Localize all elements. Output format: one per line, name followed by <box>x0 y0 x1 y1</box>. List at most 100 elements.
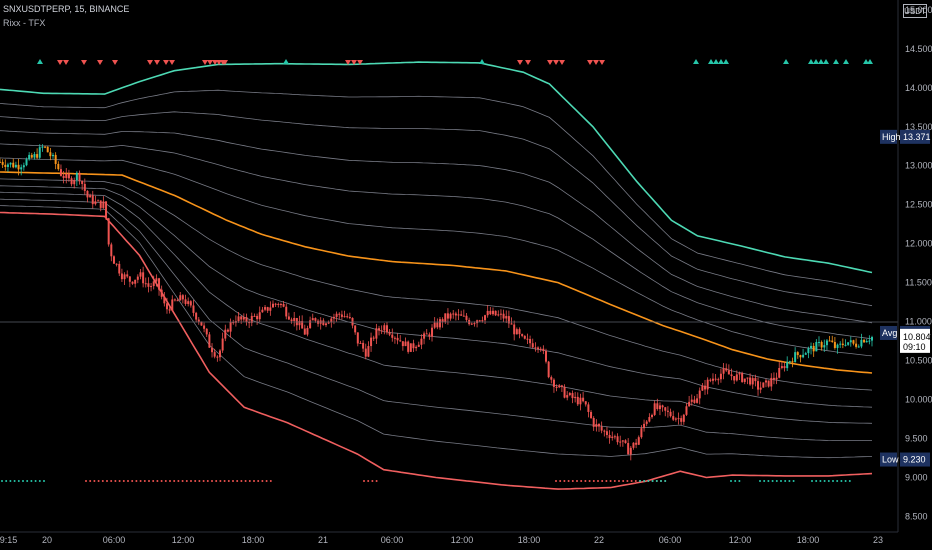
candle-body <box>110 244 113 257</box>
signal-dot <box>139 480 142 482</box>
currency-button[interactable]: USDT <box>903 4 927 18</box>
signal-arrows <box>37 59 873 65</box>
candle-body <box>574 396 577 399</box>
down-arrow-icon <box>351 60 357 65</box>
candle-body <box>99 200 102 208</box>
candle-body <box>658 405 661 410</box>
candle-body <box>438 319 441 328</box>
candle-body <box>115 263 118 265</box>
up-arrow-icon <box>718 59 724 64</box>
candle-body <box>213 352 216 357</box>
candle-body <box>269 307 272 311</box>
signal-dot <box>265 480 268 482</box>
upper-inner-band-2 <box>0 143 873 340</box>
candle-body <box>33 154 36 158</box>
down-arrow-icon <box>547 60 553 65</box>
signal-dot <box>101 480 104 482</box>
signal-dot <box>143 480 146 482</box>
candle-body <box>523 335 526 339</box>
signal-dot <box>559 480 562 482</box>
down-arrow-icon <box>57 60 63 65</box>
candle-body <box>1 161 4 165</box>
signal-dot <box>169 480 171 482</box>
candle-body <box>295 317 298 326</box>
y-axis[interactable]: 15.000 14.500 14.000 13.500 13.000 12.500 12.0… <box>897 0 932 532</box>
candle-body <box>677 418 680 420</box>
signal-dot <box>734 480 737 482</box>
candle-body <box>378 328 381 331</box>
candle-body <box>502 313 505 319</box>
candle-body <box>441 319 444 322</box>
candle-body <box>515 329 518 335</box>
candle-body <box>555 386 558 388</box>
candle-body <box>526 338 529 340</box>
symbol-title: SNXUSDTPERP, 15, BINANCE <box>3 4 130 14</box>
signal-dot <box>815 480 818 482</box>
low-tag-label: Low <box>882 455 899 465</box>
candle-body <box>635 442 638 445</box>
up-arrow-icon <box>813 59 819 64</box>
signal-dot <box>215 480 218 482</box>
candle-body <box>751 378 754 385</box>
signal-dot <box>634 480 637 482</box>
signal-dot <box>827 480 830 482</box>
signal-dot <box>110 480 113 482</box>
candle-body <box>550 377 553 380</box>
candle-body <box>566 395 569 398</box>
candle-body <box>817 341 820 343</box>
candle-body <box>473 323 476 325</box>
down-arrow-icon <box>553 60 559 65</box>
x-tick-label: 06:00 <box>103 535 126 545</box>
candle-body <box>364 348 367 357</box>
candle-body <box>643 423 646 429</box>
x-axis[interactable]: 19:15 20 06:00 12:00 18:00 21 06:00 12:00 18:00 2… <box>0 531 898 545</box>
candle-body <box>465 315 468 320</box>
candle-body <box>152 281 155 287</box>
candle-body <box>9 162 12 165</box>
candle-body <box>711 378 714 381</box>
candle-body <box>160 289 163 297</box>
candle-body <box>383 325 386 331</box>
candle-body <box>165 303 168 310</box>
candle-body <box>730 374 733 377</box>
candle-body <box>470 323 473 325</box>
signal-dot <box>588 480 591 482</box>
upper-inner-band-4 <box>0 111 873 307</box>
candle-body <box>685 406 688 415</box>
signal-dot <box>767 480 770 482</box>
signal-dot <box>127 480 129 482</box>
candle-body <box>107 218 110 245</box>
down-arrow-icon <box>154 60 160 65</box>
candle-body <box>62 175 65 178</box>
signal-dot <box>93 480 96 482</box>
candle-body <box>804 353 807 355</box>
candle-body <box>425 333 428 335</box>
signal-dot <box>236 480 239 482</box>
signal-dot <box>371 480 374 482</box>
candle-body <box>661 405 664 408</box>
x-tick-label: 12:00 <box>172 535 195 545</box>
candle-body <box>338 313 341 315</box>
candle-body <box>754 378 757 382</box>
candle-body <box>433 322 436 328</box>
candle-body <box>645 421 648 424</box>
candle-body <box>285 306 288 317</box>
candle-body <box>497 314 500 316</box>
candle-body <box>335 313 338 317</box>
signal-dot <box>832 480 834 482</box>
candle-body <box>195 312 198 320</box>
candle-body <box>484 315 487 321</box>
candle-body <box>396 337 399 341</box>
candle-body <box>187 301 190 304</box>
candle-body <box>356 332 359 344</box>
candle-body <box>706 379 709 390</box>
candle-body <box>534 347 537 349</box>
candle-body <box>346 316 349 318</box>
candle-body <box>83 183 86 191</box>
signal-dot <box>660 480 662 482</box>
down-arrow-icon <box>212 60 218 65</box>
up-arrow-icon <box>283 59 289 64</box>
candle-body <box>714 378 717 380</box>
candle-body <box>22 165 25 168</box>
